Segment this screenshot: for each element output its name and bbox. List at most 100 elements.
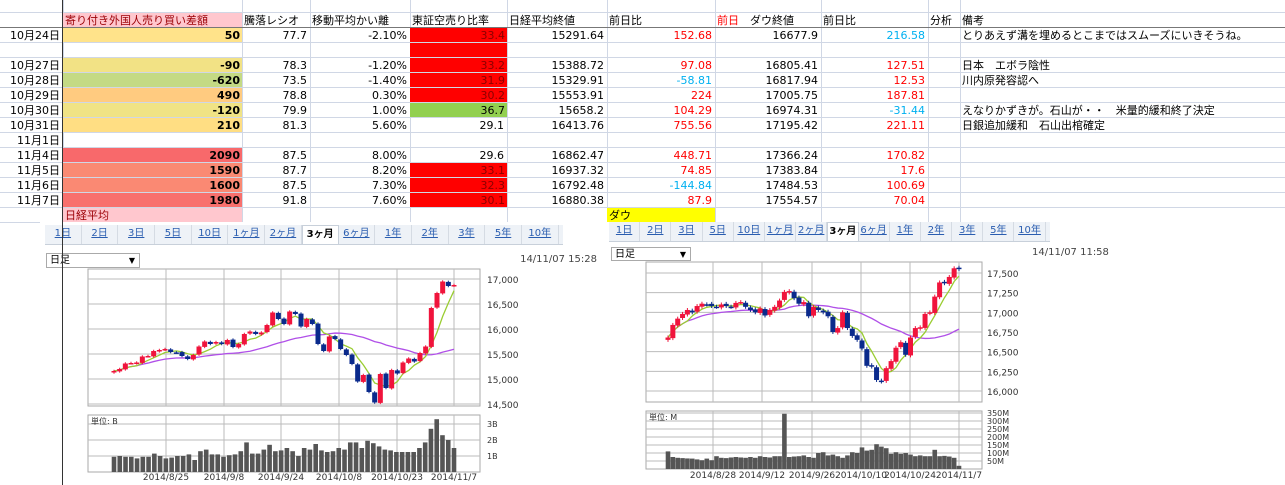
row-date[interactable]: 11月6日 xyxy=(17,179,60,192)
short-ratio-cell[interactable]: 33.1 xyxy=(410,163,507,177)
tab-1年[interactable]: 1年 xyxy=(890,222,921,241)
short-ratio-cell[interactable] xyxy=(410,43,507,57)
advance-decline-cell[interactable]: 87.5 xyxy=(282,149,308,162)
tab-2年[interactable]: 2年 xyxy=(412,225,449,244)
advance-decline-cell[interactable]: 91.8 xyxy=(282,194,308,207)
tab-5年[interactable]: 5年 xyxy=(485,225,522,244)
dow-change-cell[interactable]: 187.81 xyxy=(886,89,926,102)
foreign-net-cell[interactable]: 490 xyxy=(63,88,242,102)
nikkei-period-select[interactable]: 日足 ▼ xyxy=(46,253,140,268)
dow-change-cell[interactable]: -31.44 xyxy=(889,104,925,117)
short-ratio-cell[interactable]: 30.1 xyxy=(410,193,507,207)
nikkei-change-cell[interactable]: 152.68 xyxy=(673,29,713,42)
advance-decline-cell[interactable] xyxy=(242,43,309,57)
advance-decline-cell[interactable]: 73.5 xyxy=(282,74,308,87)
dow-close-cell[interactable]: 17383.84 xyxy=(765,164,819,177)
tab-10日[interactable]: 10日 xyxy=(192,225,229,244)
nikkei-change-cell[interactable]: -144.84 xyxy=(669,179,712,192)
nikkei-close-cell[interactable]: 15291.64 xyxy=(551,29,605,42)
ma-deviation-cell[interactable] xyxy=(310,43,409,57)
tab-6ヶ月[interactable]: 6ヶ月 xyxy=(339,225,376,244)
short-ratio-cell[interactable]: 30.2 xyxy=(410,88,507,102)
foreign-net-cell[interactable]: 1980 xyxy=(63,193,242,207)
ma-deviation-cell[interactable]: 7.30% xyxy=(372,179,407,192)
dow-change-cell[interactable] xyxy=(821,133,927,147)
tab-1日[interactable]: 1日 xyxy=(45,225,82,244)
tab-3ヶ月[interactable]: 3ヶ月 xyxy=(301,225,339,244)
ma-deviation-cell[interactable]: -2.10% xyxy=(368,29,407,42)
advance-decline-cell[interactable]: 77.7 xyxy=(282,29,308,42)
short-ratio-cell[interactable]: 36.7 xyxy=(410,103,507,117)
nikkei-close-cell[interactable] xyxy=(507,133,606,147)
tab-1ヶ月[interactable]: 1ヶ月 xyxy=(228,225,266,244)
tab-2ヶ月[interactable]: 2ヶ月 xyxy=(796,222,828,241)
ma-deviation-cell[interactable] xyxy=(310,133,409,147)
foreign-net-cell[interactable]: -90 xyxy=(63,58,242,72)
note-cell[interactable]: 川内原発容認へ xyxy=(962,74,1039,87)
dow-close-cell[interactable]: 16677.9 xyxy=(772,29,819,42)
tab-1日[interactable]: 1日 xyxy=(609,222,641,241)
row-date[interactable]: 11月5日 xyxy=(17,164,60,177)
nikkei-change-cell[interactable]: 97.08 xyxy=(680,59,713,72)
foreign-net-cell[interactable]: 210 xyxy=(63,118,242,132)
header-analysis[interactable]: 分析 xyxy=(930,14,952,27)
dow-change-cell[interactable]: 12.53 xyxy=(893,74,926,87)
short-ratio-cell[interactable]: 29.1 xyxy=(479,119,505,132)
dow-close-cell[interactable]: 17366.24 xyxy=(765,149,819,162)
nikkei-change-cell[interactable]: 755.56 xyxy=(673,119,713,132)
ma-deviation-cell[interactable]: -1.40% xyxy=(368,74,407,87)
ma-deviation-cell[interactable]: 0.30% xyxy=(372,89,407,102)
short-ratio-cell[interactable]: 31.9 xyxy=(410,73,507,87)
foreign-net-cell[interactable]: 1600 xyxy=(63,178,242,192)
dow-close-cell[interactable]: 17195.42 xyxy=(765,119,819,132)
ma-deviation-cell[interactable]: 5.60% xyxy=(372,119,407,132)
nikkei-change-cell[interactable]: 104.29 xyxy=(673,104,713,117)
row-date[interactable]: 10月24日 xyxy=(10,29,60,42)
nikkei-close-cell[interactable]: 16880.38 xyxy=(551,194,605,207)
row-date[interactable]: 10月27日 xyxy=(10,59,60,72)
ma-deviation-cell[interactable]: 7.60% xyxy=(372,194,407,207)
header-notes[interactable]: 備考 xyxy=(962,14,984,27)
dow-close-cell[interactable]: 17554.57 xyxy=(765,194,819,207)
row-date[interactable]: 10月31日 xyxy=(10,119,60,132)
ma-deviation-cell[interactable]: 8.20% xyxy=(372,164,407,177)
dow-change-cell[interactable]: 100.69 xyxy=(886,179,926,192)
nikkei-section-label[interactable]: 日経平均 xyxy=(63,208,242,222)
tab-6ヶ月[interactable]: 6ヶ月 xyxy=(859,222,890,241)
dow-change-cell[interactable]: 170.82 xyxy=(886,149,926,162)
dow-change-cell[interactable]: 70.04 xyxy=(893,194,926,207)
row-date[interactable]: 11月4日 xyxy=(17,149,60,162)
short-ratio-cell[interactable]: 33.2 xyxy=(410,58,507,72)
advance-decline-cell[interactable]: 79.9 xyxy=(282,104,308,117)
tab-10日[interactable]: 10日 xyxy=(734,222,765,241)
advance-decline-cell[interactable]: 78.8 xyxy=(282,89,308,102)
header-nikkei-close[interactable]: 日経平均終値 xyxy=(509,14,575,27)
tab-2日[interactable]: 2日 xyxy=(640,222,672,241)
tab-1ヶ月[interactable]: 1ヶ月 xyxy=(765,222,797,241)
dow-close-cell[interactable]: 16817.94 xyxy=(765,74,819,87)
header-nikkei-change[interactable]: 前日比 xyxy=(609,14,642,27)
dow-close-cell[interactable] xyxy=(715,43,820,57)
nikkei-change-cell[interactable]: 448.71 xyxy=(673,149,713,162)
note-cell[interactable] xyxy=(960,178,1284,192)
note-cell[interactable] xyxy=(960,133,1284,147)
dow-close-cell[interactable]: 16974.31 xyxy=(765,104,819,117)
advance-decline-cell[interactable]: 78.3 xyxy=(282,59,308,72)
note-cell[interactable]: 日本 エボラ陰性 xyxy=(962,59,1050,72)
dow-period-select[interactable]: 日足 ▼ xyxy=(611,247,691,261)
tab-5日[interactable]: 5日 xyxy=(703,222,734,241)
note-cell[interactable] xyxy=(960,148,1284,162)
header-advance-decline[interactable]: 騰落レシオ xyxy=(244,14,299,27)
dow-close-cell[interactable]: 17484.53 xyxy=(765,179,819,192)
foreign-net-cell[interactable] xyxy=(63,133,241,147)
nikkei-close-cell[interactable]: 15553.91 xyxy=(551,89,605,102)
nikkei-close-cell[interactable]: 16792.48 xyxy=(551,179,605,192)
nikkei-change-cell[interactable] xyxy=(607,133,714,147)
dow-chart[interactable]: 1日 2日 3日 5日 10日 1ヶ月 2ヶ月 3ヶ月 6ヶ月 1年 2年 3年 5年 10年 日足 ▼ 14/… xyxy=(607,222,1285,485)
foreign-net-cell[interactable]: 50 xyxy=(63,28,242,42)
tab-3年[interactable]: 3年 xyxy=(449,225,486,244)
row-date[interactable]: 10月29日 xyxy=(10,89,60,102)
nikkei-close-cell[interactable]: 15658.2 xyxy=(558,104,605,117)
